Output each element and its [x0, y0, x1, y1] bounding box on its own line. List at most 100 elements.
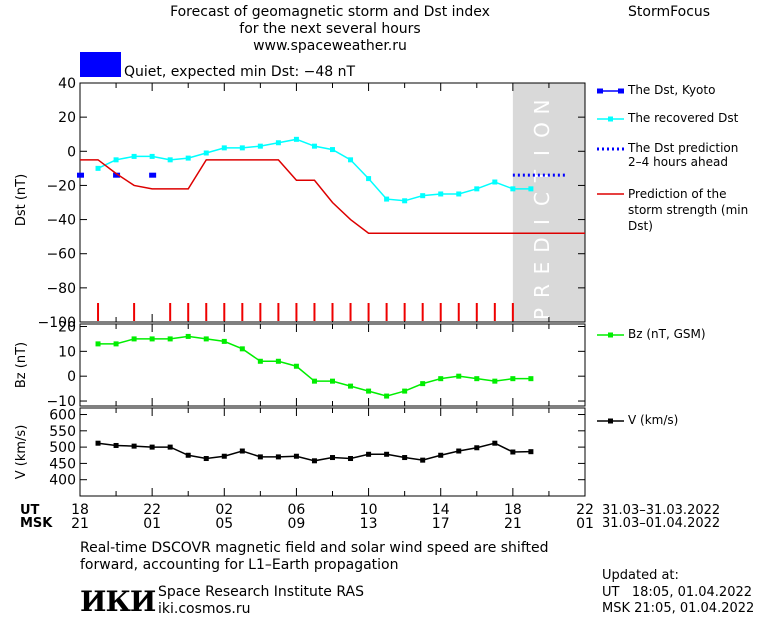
msk-tick-label: 13	[360, 516, 378, 532]
data-point	[275, 454, 281, 460]
data-point	[348, 456, 354, 462]
panel-frame	[79, 407, 586, 497]
ut-date-range: 31.03–31.03.2022	[602, 503, 721, 518]
panel-frame	[79, 323, 586, 407]
status-text: Quiet, expected min Dst: −48 nT	[124, 64, 356, 80]
prediction-letter: N	[530, 100, 554, 115]
data-point	[113, 442, 119, 448]
data-point	[167, 336, 173, 342]
msk-axis-label: MSK	[20, 516, 53, 531]
data-point	[185, 155, 191, 161]
data-point	[185, 452, 191, 458]
data-point	[366, 451, 372, 457]
legend-marker	[608, 332, 613, 338]
prediction-letter: E	[530, 262, 554, 275]
y-tick-label: −10	[46, 394, 76, 410]
data-point	[510, 186, 516, 192]
brand-name: StormFocus	[628, 4, 711, 20]
data-point	[131, 336, 137, 342]
legend-marker	[618, 88, 624, 94]
y-axis-label: V (km/s)	[14, 425, 29, 480]
legend-dst-prediction: The Dst prediction 2–4 hours ahead	[628, 141, 739, 169]
data-point	[185, 333, 191, 339]
msk-tick-label: 21	[71, 516, 89, 532]
data-point	[293, 136, 299, 142]
website-url: www.spaceweather.ru	[253, 38, 407, 54]
y-axis-label: Dst (nT)	[14, 174, 29, 226]
data-point	[438, 191, 444, 197]
y-axis-label: Bz (nT)	[14, 342, 29, 388]
data-point	[131, 153, 137, 159]
ut-tick-label: 18	[71, 502, 89, 518]
ut-axis-label: UT	[20, 503, 40, 518]
note-line1: Real-time DSCOVR magnetic field and sola…	[80, 540, 549, 556]
data-point	[203, 336, 209, 342]
data-point	[131, 443, 137, 449]
ut-tick-label: 10	[360, 502, 378, 518]
iki-logo: ИКИ	[80, 585, 156, 618]
data-point	[221, 453, 227, 459]
y-tick-label: 40	[58, 76, 76, 92]
y-tick-label: 10	[58, 344, 76, 360]
prediction-letter: P	[530, 308, 554, 320]
msk-tick-label: 01	[576, 516, 594, 532]
data-point	[456, 448, 462, 454]
data-point	[402, 388, 408, 394]
data-point	[456, 373, 462, 379]
data-point	[366, 176, 372, 182]
data-point	[348, 157, 354, 163]
prediction-letter: I	[530, 150, 554, 156]
status-color-swatch	[80, 52, 121, 77]
data-point	[384, 451, 390, 457]
ut-tick-label: 22	[576, 502, 594, 518]
data-point	[402, 198, 408, 204]
data-point	[492, 179, 498, 185]
data-point	[366, 388, 372, 394]
prediction-letter: T	[530, 169, 554, 183]
data-point	[149, 172, 157, 178]
y-tick-label: 450	[49, 456, 76, 472]
data-point	[420, 381, 426, 387]
data-point	[239, 145, 245, 151]
series-line-0	[98, 335, 531, 397]
data-point	[293, 363, 299, 369]
data-point	[330, 378, 335, 384]
y-tick-label: 20	[58, 319, 76, 335]
msk-tick-label: 17	[432, 516, 450, 532]
data-point	[293, 453, 299, 459]
data-point	[311, 378, 317, 384]
data-point	[221, 338, 227, 344]
data-point	[311, 458, 317, 464]
msk-tick-label: 01	[143, 516, 161, 532]
data-point	[492, 378, 498, 384]
legend-recovered-dst: The recovered Dst	[628, 111, 739, 125]
data-point	[528, 186, 534, 192]
updated-ut: UT 18:05, 01.04.2022	[602, 585, 753, 600]
y-tick-label: −100	[38, 315, 76, 331]
data-point	[402, 455, 408, 461]
prediction-letter: I	[530, 219, 554, 225]
data-point	[438, 376, 444, 382]
data-point	[474, 186, 480, 192]
chart-title-line2: for the next several hours	[239, 21, 421, 37]
y-tick-label: 600	[49, 408, 76, 424]
data-point	[528, 376, 534, 382]
legend-marker	[608, 418, 613, 424]
data-point	[167, 444, 173, 450]
data-point	[510, 449, 516, 455]
legend-speed: V (km/s)	[628, 413, 679, 427]
msk-date-range: 31.03–01.04.2022	[602, 516, 721, 531]
prediction-zone	[512, 83, 585, 322]
legend-bz: Bz (nT, GSM)	[628, 327, 706, 341]
data-point	[330, 147, 335, 153]
note-line2: forward, accounting for L1–Earth propaga…	[80, 557, 399, 573]
chart-title-line1: Forecast of geomagnetic storm and Dst in…	[170, 4, 490, 20]
series-line-3	[80, 159, 585, 234]
updated-label: Updated at:	[602, 568, 679, 583]
data-point	[438, 452, 444, 458]
ut-tick-label: 06	[288, 502, 306, 518]
updated-msk: MSK 21:05, 01.04.2022	[602, 601, 755, 616]
ut-tick-label: 14	[432, 502, 450, 518]
data-point	[203, 150, 209, 156]
